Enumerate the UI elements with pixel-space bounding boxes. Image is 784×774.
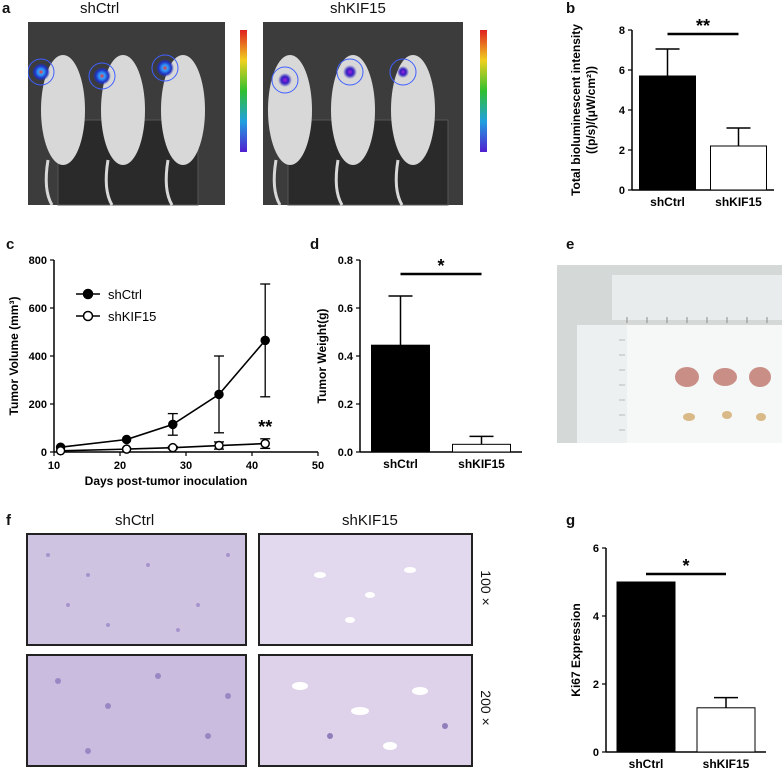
y-tick-label: 2 [619,145,625,157]
y-tick-label: 4 [619,105,626,117]
category-label: shCtrl [629,757,664,771]
bar-shkif15 [710,145,767,191]
y-tick-label: 0.0 [338,447,353,459]
panel-letter-e: e [566,236,575,253]
chart-c: 0 200 400 600 800 10 20 30 40 50 Days post-tumor i… [7,255,324,488]
tumor-photo-e [557,265,782,443]
magnification-200x: 200 × [478,690,494,726]
chart-b: 0 2 4 6 8 shCtrl shKIF15 ** Total bioluminescent… [569,16,774,209]
histology-shctrl-100x [26,533,247,646]
series-line-shkif15 [60,442,266,452]
panel-letter-g: g [566,512,576,529]
data-point-shctrl [168,419,178,430]
y-axis-label: Tumor Volume (mm³) [7,297,21,416]
significance-marker: ** [696,16,710,36]
significance-marker: ** [258,417,272,437]
data-point-shkif15 [214,440,224,451]
category-label: shKIF15 [715,195,762,209]
y-tick-label: 800 [29,255,47,267]
legend-label-shkif15: shKIF15 [108,309,156,324]
histology-shctrl-200x [26,654,247,767]
tumor-photo-drawing [557,265,782,443]
y-tick-label: 0 [619,185,625,197]
x-tick-label: 40 [246,460,258,472]
imaging-photos [28,22,487,206]
imaging-label-shkif15: shKIF15 [330,0,386,17]
legend-marker [82,310,94,322]
histology-label-shkif15: shKIF15 [342,512,398,529]
y-axis-label: ((p/s)/(μW/cm²)) [584,66,598,154]
y-tick-label: 0.4 [338,351,354,363]
y-axis-label: Total bioluminescent intensity [569,24,583,196]
y-tick-label: 8 [619,25,625,37]
y-tick-label: 0 [41,447,47,459]
legend-label-shctrl: shCtrl [108,287,142,302]
series-line-shctrl [60,339,266,448]
chart-d: 0.0 0.2 0.4 0.6 0.8 shCtrl shKIF15 * Tumor Weigh… [315,255,522,471]
category-label: shCtrl [650,195,685,209]
histology-label-shctrl: shCtrl [115,512,155,529]
bar-shctrl [371,344,430,453]
y-tick-label: 0.2 [338,399,353,411]
data-point-shkif15 [168,442,178,453]
bar-shctrl [616,581,676,753]
data-point-shctrl [121,434,132,445]
x-tick-label: 30 [180,460,192,472]
data-point-shkif15 [121,444,132,454]
y-tick-label: 6 [619,65,625,77]
panel-letter-c: c [6,236,15,253]
y-tick-label: 6 [593,543,599,555]
histology-shkif15-100x [258,533,473,646]
data-point-shctrl [260,335,270,346]
y-axis-label: Ki67 Expression [569,603,583,696]
y-axis-label: Tumor Weight(g) [315,309,329,404]
category-label: shKIF15 [458,457,505,471]
y-tick-label: 4 [593,611,600,623]
category-label: shCtrl [383,457,418,471]
x-axis-label: Days post-tumor inoculation [85,474,248,488]
y-tick-label: 2 [593,679,599,691]
y-tick-label: 0.6 [338,303,353,315]
imaging-panel-a: shCtrl shKIF15 [28,0,558,210]
magnification-100x: 100 × [478,570,494,606]
y-tick-label: 200 [29,399,47,411]
histology-shkif15-200x [258,654,473,767]
panel-letter-a: a [2,0,11,17]
data-point-shkif15 [55,446,66,456]
chart-g: 0 2 4 6 shCtrl shKIF15 * Ki67 Expression [569,543,766,771]
significance-marker: * [437,256,444,276]
x-tick-label: 50 [312,460,324,472]
significance-marker: * [682,556,689,576]
x-tick-label: 20 [114,460,126,472]
x-tick-label: 10 [48,460,60,472]
colorbar-shkif15 [480,30,487,152]
y-tick-label: 600 [29,303,47,315]
y-tick-label: 0 [593,747,599,759]
y-tick-label: 400 [29,351,47,363]
panel-letter-d: d [310,236,320,253]
colorbar-shctrl [240,30,247,152]
bar-shkif15 [696,707,756,753]
y-tick-label: 0.8 [338,255,353,267]
legend-marker [82,288,94,300]
data-point-shkif15 [260,438,270,449]
bar-shkif15 [452,443,511,453]
data-point-shctrl [214,389,224,400]
bar-shctrl [639,75,696,191]
imaging-label-shctrl: shCtrl [80,0,120,17]
panel-letter-f: f [6,512,11,529]
category-label: shKIF15 [703,757,750,771]
panel-letter-b: b [566,0,576,17]
